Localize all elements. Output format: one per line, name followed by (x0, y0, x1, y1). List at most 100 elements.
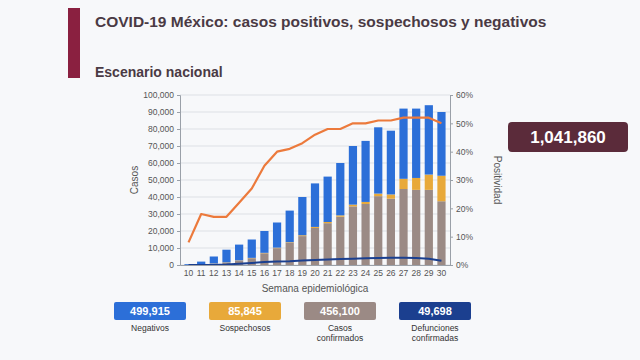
chart: COVID-19 México: casos positivos, sospec… (0, 0, 640, 360)
tick-label: 50,000 (148, 175, 174, 185)
tick-label: 17 (272, 268, 282, 278)
line (189, 118, 442, 243)
tick-mark (177, 214, 180, 215)
tick: 11 (197, 265, 206, 278)
tick-label: 18 (285, 268, 295, 278)
tick-mark (450, 180, 453, 181)
bar (374, 127, 382, 193)
accent-bar (68, 8, 80, 78)
tick: 80,000 (148, 124, 180, 134)
tick-label: 40% (456, 147, 473, 157)
legend-item: 456,100Casosconfirmados (304, 302, 376, 343)
tick-mark (450, 208, 453, 209)
bar (412, 190, 420, 265)
tick-label: 16 (260, 268, 270, 278)
legend-label: Negativos (131, 323, 169, 333)
tick: 18 (285, 265, 295, 278)
tick-mark (177, 112, 180, 113)
tick-label: 70,000 (148, 141, 174, 151)
tick: 12 (209, 265, 219, 278)
tick: 19 (298, 265, 308, 278)
grid-line (180, 146, 450, 147)
annotation: 1,041,860 (530, 128, 606, 147)
tick: 10 (184, 265, 194, 278)
tick: 20% (450, 204, 473, 214)
tick-mark (450, 95, 453, 96)
tick-mark (177, 146, 180, 147)
x-axis: 1011121314151617181920212223242526272829… (181, 265, 451, 278)
bar (425, 190, 433, 265)
tick-label: 80,000 (148, 124, 174, 134)
bar (298, 197, 306, 235)
tick: 15 (247, 265, 257, 278)
tick: 20 (310, 265, 320, 278)
legend-label: Sospechosos (219, 323, 270, 333)
tick-mark (177, 129, 180, 130)
bar (248, 240, 256, 258)
tick: 60,000 (148, 158, 180, 168)
tick-label: 10% (456, 232, 473, 242)
background (0, 0, 640, 360)
tick-label: 100,000 (143, 90, 174, 100)
tick-label: 0% (456, 260, 469, 270)
tick: 17 (272, 265, 282, 278)
tick-label: 20 (310, 268, 320, 278)
axis-title: Positividad (492, 156, 503, 204)
bar (324, 177, 332, 222)
tick: 40,000 (148, 192, 180, 202)
grid-line (180, 95, 450, 96)
tick: 40% (450, 147, 473, 157)
axis-title: Semana epidemiológica (262, 283, 369, 294)
tick: 0% (450, 260, 469, 270)
grid-line (180, 180, 450, 181)
bar (361, 141, 369, 202)
tick: 50% (450, 119, 473, 129)
tick-label: 10,000 (148, 243, 174, 253)
tick: 50,000 (148, 175, 180, 185)
legend-swatch (209, 302, 281, 320)
bar (349, 206, 357, 265)
bar (425, 175, 433, 190)
bar (197, 262, 205, 265)
legend-item: 85,845Sospechosos (209, 302, 281, 333)
tick-label: 30 (437, 268, 447, 278)
tick-mark (177, 163, 180, 164)
tick-mark (450, 123, 453, 124)
tick-label: 15 (247, 268, 257, 278)
bar (425, 105, 433, 174)
tick-mark (177, 95, 180, 96)
bar (437, 201, 445, 265)
bar (260, 231, 268, 253)
legend-total: 49,698 (418, 305, 452, 317)
tick-mark (177, 231, 180, 232)
legend-total: 499,915 (130, 305, 170, 317)
grid-line (180, 163, 450, 164)
bar (387, 199, 395, 265)
tick: 25 (373, 265, 383, 278)
annotation-box (508, 122, 628, 152)
legend-label: Casosconfirmados (317, 323, 363, 343)
tick-label: 40,000 (148, 192, 174, 202)
tick: 30,000 (148, 209, 180, 219)
tick-label: 20,000 (148, 226, 174, 236)
bar (349, 146, 357, 205)
tick: 70,000 (148, 141, 180, 151)
grid-line (180, 112, 450, 113)
tick: 21 (323, 265, 333, 278)
tick: 30% (450, 175, 473, 185)
tick-label: 90,000 (148, 107, 174, 117)
bar (311, 183, 319, 227)
tick: 60% (450, 90, 473, 100)
bar (336, 163, 344, 215)
y2-axis: 0% 10% 20% 30% 40% 50% 60% (450, 90, 473, 270)
bar (324, 222, 332, 223)
bar (399, 179, 407, 189)
tick-label: 28 (411, 268, 421, 278)
tick-label: 25 (373, 268, 383, 278)
tick: 100,000 (143, 90, 180, 100)
bar (374, 196, 382, 265)
tick-label: 30% (456, 175, 473, 185)
tick-mark (177, 248, 180, 249)
bar (387, 131, 395, 195)
bar (222, 250, 230, 263)
